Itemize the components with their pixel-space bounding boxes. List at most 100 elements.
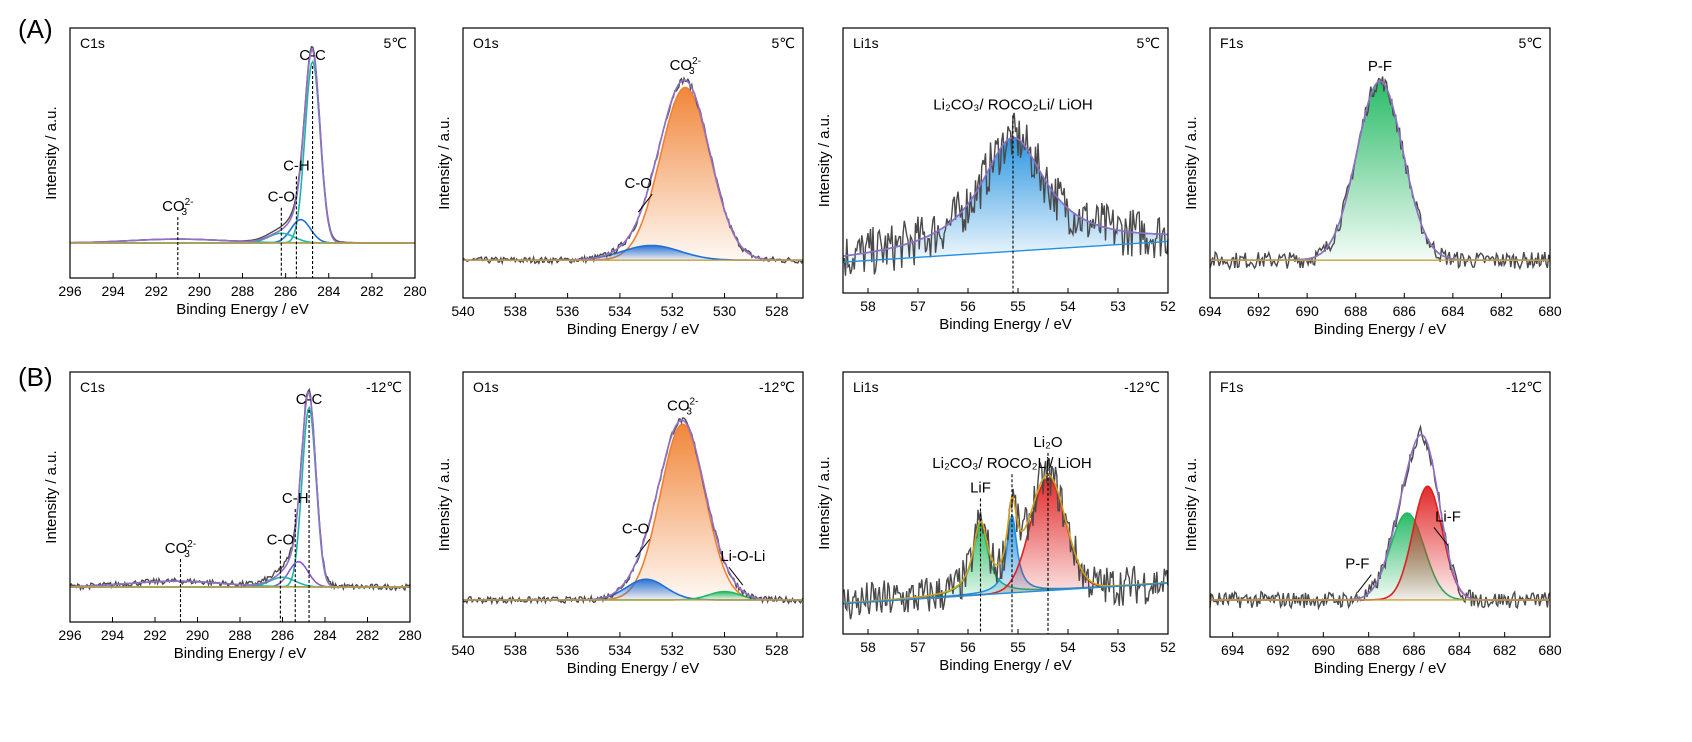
x-tick-label: 290 (188, 283, 212, 299)
annotation-label: C-C (296, 391, 323, 408)
x-tick-label: 536 (556, 642, 580, 658)
panel-title: C1s (80, 35, 105, 51)
annotation-label: C-H (283, 157, 310, 174)
x-tick-label: 688 (1357, 642, 1381, 658)
x-tick-label: 284 (317, 283, 341, 299)
x-axis-label: Binding Energy / eV (1314, 321, 1447, 338)
x-tick-label: 530 (713, 303, 737, 319)
x-tick-label: 536 (556, 303, 580, 319)
plot-frame (1209, 27, 1551, 299)
peak-fill-0 (463, 424, 803, 600)
plot-frame (462, 371, 804, 638)
annotation-arrow (637, 193, 653, 213)
x-axis-label: Binding Energy / eV (567, 660, 700, 677)
annotation-label: Li-O-Li (720, 548, 765, 565)
temperature-label: -12℃ (1124, 379, 1160, 395)
raw-spectrum (1209, 76, 1551, 271)
panel-title: Li1s (853, 379, 879, 395)
x-tick-label: 282 (356, 627, 380, 643)
x-tick-label: 56 (960, 639, 976, 655)
envelope-fit (842, 136, 1168, 257)
panel-a-c1s: 296 294 292 290 288 286 284 282 280 Binding Energ… (43, 27, 427, 318)
x-tick-label: 296 (58, 627, 82, 643)
x-tick-label: 58 (860, 298, 876, 314)
x-tick-label: 52 (1160, 298, 1176, 314)
peak-line-0 (463, 86, 803, 261)
x-tick-label: 296 (58, 283, 82, 299)
x-tick-label: 294 (101, 283, 125, 299)
annotation-label: Li₂O (1033, 434, 1062, 451)
x-tick-label: 530 (713, 642, 737, 658)
annotation-label: P-F (1368, 58, 1392, 75)
temperature-label: 5℃ (1136, 35, 1160, 51)
x-tick-label: 286 (271, 627, 295, 643)
y-axis-label: Intensity / a.u. (436, 116, 453, 209)
annotation-label: CO2-3 (670, 56, 701, 77)
peak-line-1 (70, 218, 415, 244)
x-tick-label: 682 (1490, 303, 1514, 319)
background-line (842, 240, 1169, 263)
x-tick-label: 540 (451, 642, 475, 658)
y-axis-label: Intensity / a.u. (816, 456, 833, 549)
raw-spectrum (69, 387, 411, 592)
peak-fill-0 (463, 87, 803, 261)
x-tick-label: 292 (145, 283, 169, 299)
temperature-label: 5℃ (1518, 35, 1542, 51)
peak-fill-0 (843, 137, 1168, 263)
annotation-label: CO2-3 (165, 539, 196, 560)
x-tick-label: 284 (313, 627, 337, 643)
annotation-label: C-O (624, 175, 652, 192)
panel-b-c1s: 296 294 292 290 288 286 284 282 280 Binding Energ… (43, 371, 422, 662)
x-tick-label: 292 (143, 627, 167, 643)
raw-spectrum (462, 417, 804, 606)
x-tick-label: 694 (1221, 642, 1245, 658)
x-tick-label: 294 (101, 627, 125, 643)
plot-frame (842, 371, 1169, 635)
envelope-fit (463, 79, 803, 261)
panel-title: F1s (1220, 35, 1243, 51)
y-axis-label: Intensity / a.u. (43, 450, 60, 543)
x-tick-label: 56 (960, 298, 976, 314)
x-tick-label: 58 (860, 639, 876, 655)
x-tick-label: 688 (1344, 303, 1368, 319)
annotation-label: C-O (622, 520, 650, 537)
x-tick-label: 528 (765, 642, 789, 658)
x-tick-label: 532 (661, 303, 685, 319)
y-axis-label: Intensity / a.u. (816, 114, 833, 207)
annotation-label: CO2-3 (162, 197, 193, 218)
x-axis-label: Binding Energy / eV (176, 301, 309, 318)
x-tick-label: 534 (608, 642, 632, 658)
plot-frame (1209, 371, 1551, 638)
x-tick-label: 290 (186, 627, 210, 643)
annotation-label: Li₂CO₃/ ROCO₂Li/ LiOH (932, 455, 1091, 472)
peak-fill-0 (1210, 513, 1550, 600)
panel-title: Li1s (853, 35, 879, 51)
envelope-fit (69, 391, 410, 588)
x-tick-label: 690 (1295, 303, 1319, 319)
envelope-fit (463, 419, 803, 601)
x-tick-label: 288 (231, 283, 255, 299)
panel-a-f1s: 694 692 690 688 686 684 682 680 Binding Energy /… (1183, 27, 1562, 338)
annotation-label: C-H (282, 490, 309, 507)
x-tick-label: 692 (1266, 642, 1290, 658)
annotation-label: C-C (299, 47, 326, 64)
raw-spectrum (70, 45, 415, 244)
annotation-label: CO2-3 (667, 396, 698, 417)
envelope-fit (1210, 433, 1550, 601)
peak-line-0 (70, 60, 415, 244)
panel-a-o1s: 540 538 536 534 532 530 528 Binding Energy / eV… (436, 27, 804, 338)
y-axis-label: Intensity / a.u. (1183, 116, 1200, 209)
envelope-fit (70, 49, 415, 244)
x-tick-label: 686 (1402, 642, 1426, 658)
panel-title: F1s (1220, 379, 1243, 395)
peak-fill-1 (463, 579, 803, 600)
x-tick-label: 57 (910, 298, 926, 314)
annotation-arrow (635, 539, 651, 558)
x-axis-label: Binding Energy / eV (1314, 660, 1447, 677)
x-tick-label: 288 (228, 627, 252, 643)
temperature-label: 5℃ (771, 35, 795, 51)
panel-b-f1s: 694 692 690 688 686 684 682 680 Binding Energy /… (1183, 371, 1562, 677)
x-tick-label: 54 (1060, 298, 1076, 314)
panel-a-li1s: 58 57 56 55 54 53 52 Binding Energy / eV Intensi… (816, 27, 1176, 333)
